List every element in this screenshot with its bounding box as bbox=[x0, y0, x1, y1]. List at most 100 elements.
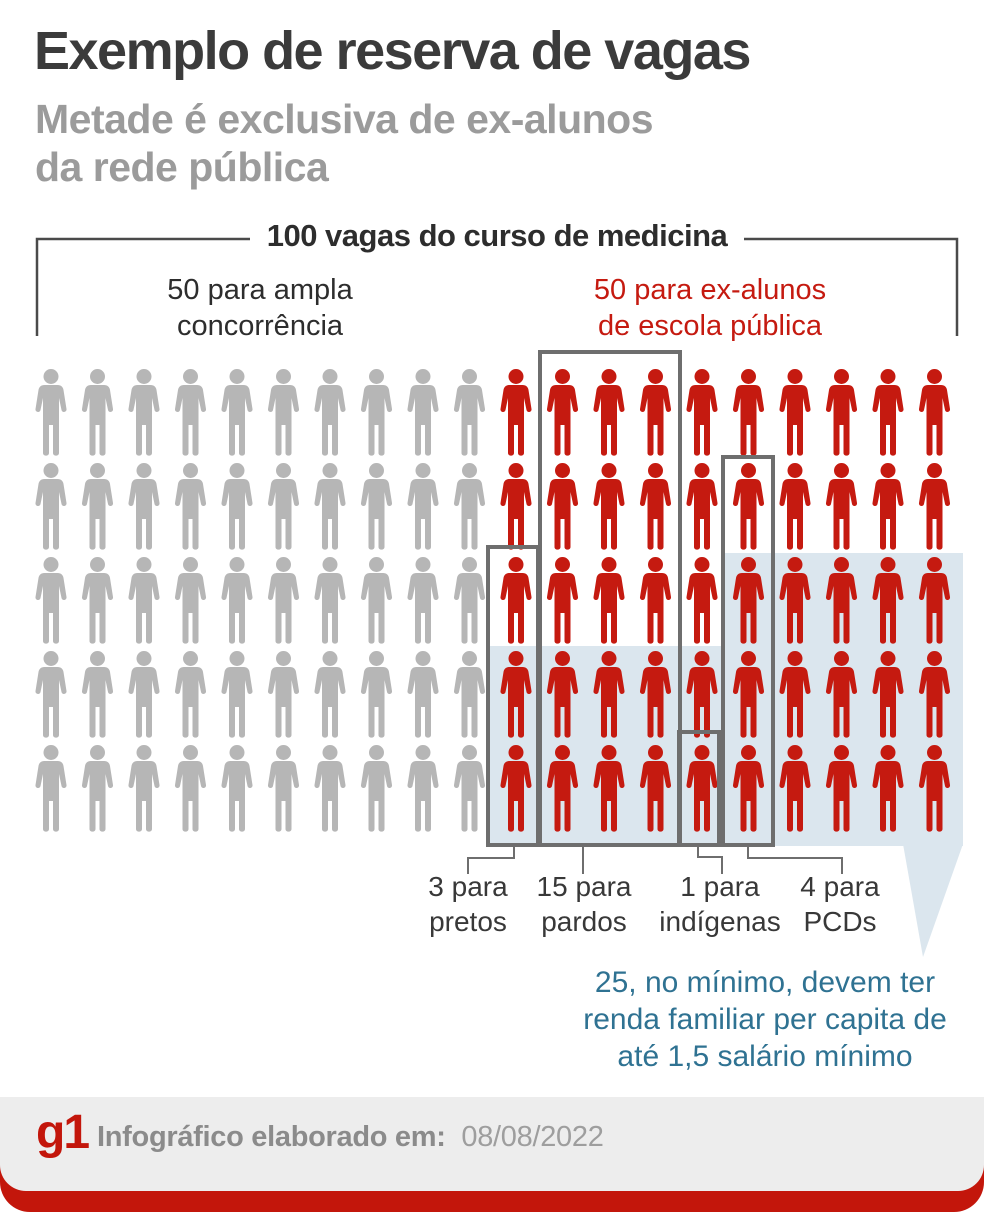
person-icon bbox=[174, 369, 207, 456]
subtitle-line2: da rede pública bbox=[35, 143, 329, 190]
person-icon bbox=[453, 369, 486, 456]
person-icon bbox=[779, 369, 811, 456]
person-icon bbox=[593, 369, 625, 456]
connector-pretos bbox=[467, 845, 515, 874]
quota-pcds-line1: 4 para bbox=[800, 871, 880, 902]
person-icon bbox=[314, 369, 346, 456]
income-note-line2: renda familiar per capita de bbox=[583, 1003, 947, 1037]
person-icon bbox=[453, 557, 486, 644]
person-icon bbox=[732, 369, 765, 456]
group-public-line1: 50 para ex-alunos bbox=[593, 274, 827, 306]
quota-label-indigenas: 1 para indígenas bbox=[635, 870, 805, 939]
person-icon bbox=[221, 651, 253, 738]
person-icon bbox=[35, 745, 67, 832]
person-icon bbox=[35, 369, 67, 456]
person-icon bbox=[267, 745, 300, 832]
person-icon bbox=[639, 463, 672, 550]
person-icon bbox=[825, 463, 858, 550]
group-label-public-school: 50 para ex-alunos de escola pública bbox=[560, 272, 860, 345]
bracket-title: 100 vagas do curso de medicina bbox=[266, 218, 728, 253]
person-icon bbox=[639, 369, 672, 456]
person-icon bbox=[221, 557, 253, 644]
quota-box-pardos bbox=[538, 350, 682, 847]
person-icon bbox=[35, 651, 67, 738]
person-icon bbox=[174, 651, 207, 738]
quota-label-pcds: 4 para PCDs bbox=[755, 870, 925, 939]
g1-logo: g1 bbox=[36, 1106, 90, 1159]
connector-pcds bbox=[747, 845, 843, 874]
income-highlight-tail bbox=[903, 844, 963, 957]
person-icon bbox=[360, 369, 393, 456]
quota-pardos-line1: 15 para bbox=[536, 871, 632, 902]
person-icon bbox=[221, 369, 253, 456]
footer-date: 08/08/2022 bbox=[461, 1121, 604, 1153]
person-icon bbox=[128, 745, 160, 832]
quota-indigenas-line2: indígenas bbox=[659, 905, 781, 937]
person-icon bbox=[174, 745, 207, 832]
person-icon bbox=[128, 651, 160, 738]
bracket-right bbox=[744, 237, 959, 336]
person-icon bbox=[779, 463, 811, 550]
person-icon bbox=[546, 557, 579, 644]
footer-bar: g1 Infográfico elaborado em: 08/08/2022 bbox=[0, 1097, 984, 1191]
person-icon bbox=[314, 651, 346, 738]
person-icon bbox=[686, 463, 718, 550]
person-icon bbox=[918, 463, 951, 550]
person-icon bbox=[546, 369, 579, 456]
person-icon bbox=[825, 369, 858, 456]
quota-pretos-line1: 3 para bbox=[428, 871, 508, 902]
quota-label-pardos: 15 para pardos bbox=[499, 870, 669, 939]
person-icon bbox=[81, 463, 114, 550]
person-icon bbox=[639, 557, 672, 644]
group-public-line2: de escola pública bbox=[597, 310, 823, 343]
person-icon bbox=[128, 557, 160, 644]
person-icon bbox=[221, 463, 253, 550]
person-icon bbox=[314, 557, 346, 644]
footer-caption-label: Infográfico elaborado em: bbox=[97, 1121, 446, 1153]
footer: g1 Infográfico elaborado em: 08/08/2022 bbox=[0, 1097, 984, 1212]
person-icon bbox=[872, 369, 904, 456]
income-note: 25, no mínimo, devem ter renda familiar … bbox=[540, 964, 984, 1076]
page-subtitle: Metade é exclusiva de ex-alunos da rede … bbox=[35, 96, 654, 192]
person-icon bbox=[81, 557, 114, 644]
group-general-line2: concorrência bbox=[176, 310, 344, 343]
person-icon bbox=[267, 651, 300, 738]
person-icon bbox=[174, 463, 207, 550]
quota-pardos-line2: pardos bbox=[541, 905, 627, 937]
person-icon bbox=[81, 745, 114, 832]
quota-indigenas-line1: 1 para bbox=[680, 871, 760, 902]
quota-pcds-line2: PCDs bbox=[803, 905, 877, 937]
person-icon bbox=[360, 463, 393, 550]
person-icon bbox=[546, 463, 579, 550]
page-title: Exemplo de reserva de vagas bbox=[34, 21, 751, 81]
person-icon bbox=[314, 463, 346, 550]
person-icon bbox=[360, 745, 393, 832]
person-icon bbox=[453, 745, 486, 832]
person-icon bbox=[593, 463, 625, 550]
income-note-line1: 25, no mínimo, devem ter bbox=[594, 966, 936, 999]
person-icon bbox=[81, 651, 114, 738]
person-icon bbox=[593, 557, 625, 644]
person-icon bbox=[407, 557, 439, 644]
person-icon bbox=[872, 463, 904, 550]
bracket-left bbox=[35, 237, 250, 336]
footer-caption: Infográfico elaborado em: 08/08/2022 bbox=[97, 1121, 604, 1154]
subtitle-line1: Metade é exclusiva de ex-alunos bbox=[35, 96, 654, 142]
person-icon bbox=[81, 369, 114, 456]
person-icon bbox=[686, 557, 718, 644]
person-icon bbox=[732, 463, 765, 550]
group-label-general: 50 para ampla concorrência bbox=[110, 272, 410, 345]
person-icon bbox=[407, 463, 439, 550]
person-icon bbox=[221, 745, 253, 832]
connector-indigenas bbox=[697, 845, 723, 874]
person-icon bbox=[918, 369, 951, 456]
person-icon bbox=[407, 745, 439, 832]
person-icon bbox=[174, 557, 207, 644]
person-icon bbox=[407, 651, 439, 738]
group-general-line1: 50 para ampla bbox=[167, 274, 353, 306]
person-icon bbox=[314, 745, 346, 832]
person-icon bbox=[128, 463, 160, 550]
quota-label-pretos: 3 para pretos bbox=[383, 870, 553, 939]
